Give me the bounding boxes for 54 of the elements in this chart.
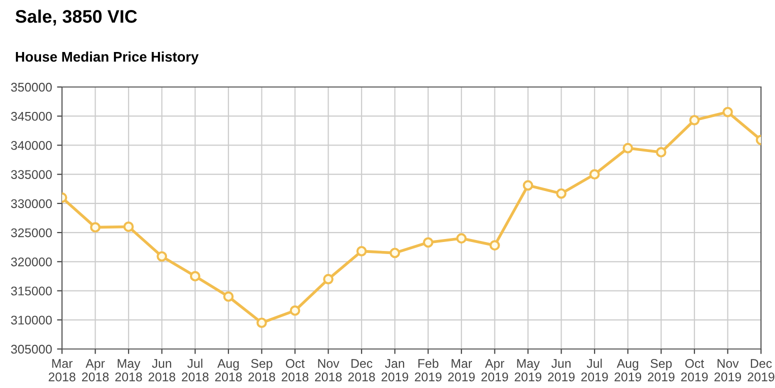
point (490, 240, 500, 251)
x-tick-label: Dec 2019 (748, 359, 774, 382)
x-tick-label: Jul 2019 (581, 358, 608, 382)
y-tick-label: 340000 (11, 141, 52, 150)
chart-subtitle: House Median Price History (16, 52, 199, 64)
x-tick-label: May 2018 (115, 359, 142, 382)
y-tick-label: 320000 (11, 257, 52, 266)
point (223, 291, 234, 302)
y-tick-label: 310000 (11, 316, 52, 325)
chart-title: Sale, 3850 VIC (16, 10, 137, 26)
point (256, 318, 267, 328)
x-tick-label: Dec 2018 (348, 359, 375, 382)
x-tick-label: Aug 2019 (614, 359, 642, 382)
x-tick-label: Mar 2018 (48, 359, 76, 382)
y-tick-label: 315000 (11, 286, 52, 296)
point (456, 233, 467, 244)
point (323, 274, 334, 284)
x-tick-label: Aug 2018 (215, 359, 242, 382)
point (290, 305, 300, 316)
point (622, 142, 634, 154)
point (156, 251, 168, 262)
point (522, 180, 534, 191)
x-tick-label: Jan 2019 (382, 359, 408, 382)
point (589, 169, 600, 180)
y-tick-label: 345000 (11, 112, 52, 121)
y-tick-label: 350000 (11, 82, 52, 92)
point (90, 222, 100, 233)
point (422, 237, 434, 248)
x-tick-label: Sep 2018 (248, 359, 276, 382)
x-tick-label: Feb 2019 (414, 358, 442, 382)
x-tick-label: May 2019 (514, 359, 542, 382)
y-tick-label: 330000 (11, 199, 52, 208)
x-tick-label: Oct 2019 (681, 359, 708, 382)
point (190, 271, 200, 282)
x-tick-label: Nov 2018 (315, 359, 342, 382)
point (123, 222, 134, 232)
x-tick-label: Jun 2018 (148, 359, 176, 382)
point (689, 114, 700, 126)
y-tick-label: 305000 (11, 344, 52, 354)
x-tick-label: Apr 2018 (82, 359, 109, 382)
point (390, 248, 400, 258)
x-tick-label: Mar 2019 (448, 359, 475, 382)
point (556, 188, 566, 199)
y-tick-label: 325000 (11, 228, 52, 238)
x-tick-label: Jul 2018 (182, 358, 209, 382)
point (356, 246, 367, 256)
y-tick-label: 335000 (11, 170, 52, 179)
x-tick-label: Nov 2019 (714, 359, 742, 382)
x-tick-label: Sep 2019 (648, 359, 674, 382)
x-tick-label: Oct 2018 (282, 359, 308, 382)
point (656, 146, 666, 158)
point (722, 106, 733, 118)
x-tick-label: Apr 2019 (481, 359, 508, 382)
x-tick-label: Jun 2019 (548, 359, 575, 382)
